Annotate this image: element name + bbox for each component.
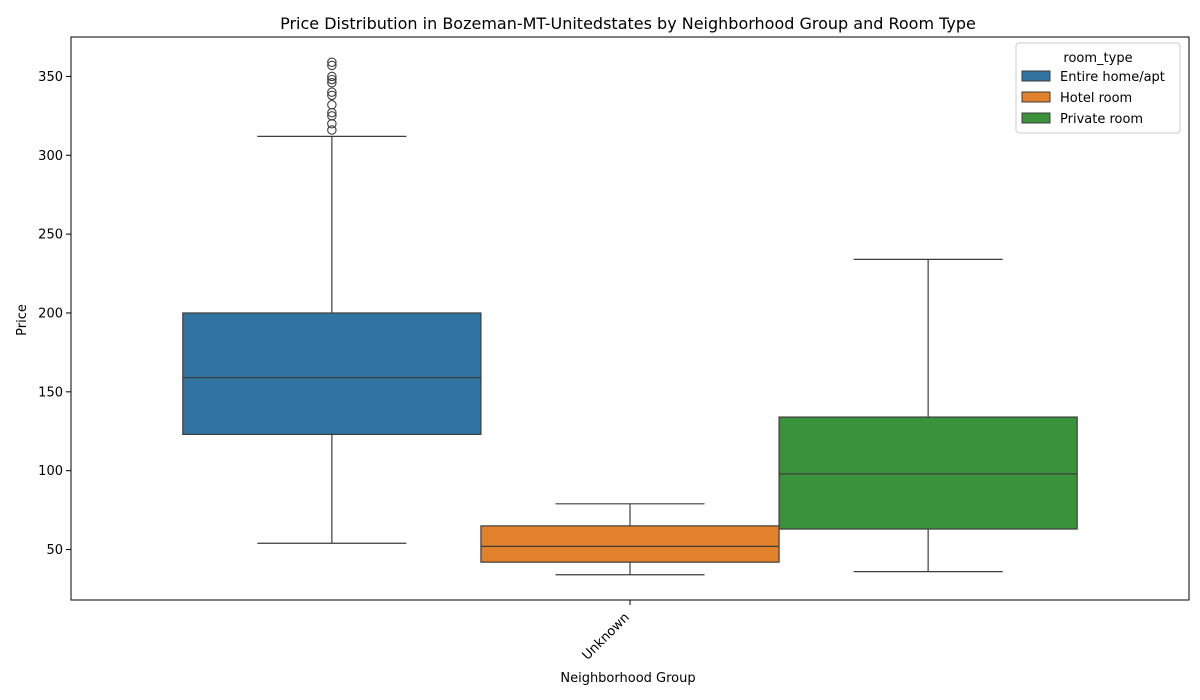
outlier-point <box>327 90 337 101</box>
legend-title: room_type <box>1063 51 1132 66</box>
box-hotel-room <box>480 503 780 576</box>
iqr-box <box>182 312 482 436</box>
outlier-point <box>327 125 337 135</box>
y-tick-label: 50 <box>46 543 63 558</box>
iqr-box <box>778 416 1078 530</box>
outlier-point <box>327 77 337 88</box>
legend: room_type Entire home/apt Hotel room Privat… <box>1015 42 1181 134</box>
box-marks <box>182 57 1078 576</box>
legend-swatch <box>1021 91 1051 103</box>
iqr-box <box>480 525 780 563</box>
box-private-room <box>778 258 1078 573</box>
outlier-point <box>327 87 337 97</box>
chart-title: Price Distribution in Bozeman-MT-Uniteds… <box>280 14 976 33</box>
outlier-point <box>327 60 337 71</box>
x-axis: Unknown <box>580 600 633 664</box>
legend-swatch <box>1021 70 1051 82</box>
y-axis-label: Price <box>15 304 30 336</box>
outlier-point <box>327 100 337 110</box>
outlier-point <box>327 118 337 129</box>
legend-entry-label: Entire home/apt <box>1060 70 1165 85</box>
box-entire-home-apt <box>182 57 482 544</box>
outlier-point <box>327 74 337 85</box>
y-tick-label: 250 <box>38 228 63 243</box>
y-axis: 50 100 150 200 250 300 350 <box>38 70 71 558</box>
legend-entry-label: Private room <box>1060 112 1143 127</box>
legend-box <box>1015 42 1181 134</box>
y-tick-label: 350 <box>38 70 63 85</box>
x-tick-label: Unknown <box>580 610 633 663</box>
y-tick-label: 150 <box>38 385 63 400</box>
y-tick-label: 100 <box>38 464 63 479</box>
y-tick-label: 300 <box>38 149 63 164</box>
outlier-point <box>327 111 337 121</box>
legend-swatch <box>1021 112 1051 124</box>
y-tick-label: 200 <box>38 306 63 321</box>
outlier-point <box>327 57 337 67</box>
x-axis-label: Neighborhood Group <box>560 671 695 686</box>
legend-entry-label: Hotel room <box>1060 91 1132 106</box>
outlier-point <box>327 71 337 82</box>
